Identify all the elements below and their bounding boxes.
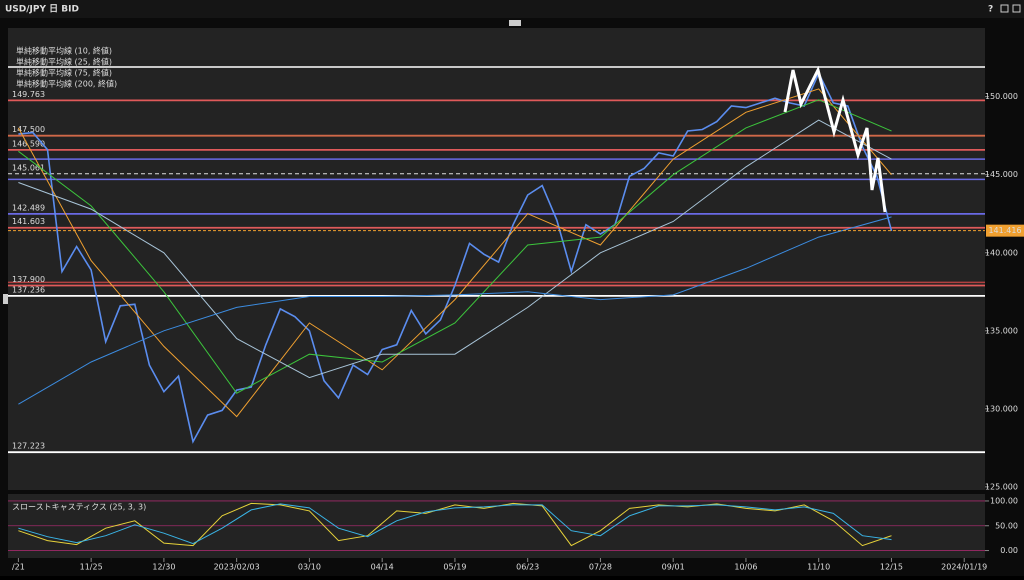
- x-tick-label: 11/10: [807, 563, 830, 572]
- series-line: [17, 88, 892, 418]
- x-tick-label: 04/14: [371, 563, 394, 572]
- series-line: [18, 99, 892, 394]
- panel-title: スローストキャスティクス (25, 3, 3): [12, 503, 146, 512]
- y-tick-label: 100.00: [990, 496, 1018, 505]
- price-panel: [8, 28, 985, 490]
- level-label: 141.603: [12, 217, 45, 226]
- series-line: [18, 119, 892, 379]
- y-tick-label: 140.000: [985, 248, 1018, 257]
- y-tick-label: 0.00: [1000, 546, 1018, 555]
- last-price-label: 141.416: [988, 226, 1021, 235]
- help-icon[interactable]: ?: [988, 5, 993, 15]
- x-tick-label: 10/06: [734, 563, 757, 572]
- drawn-zigzag: [783, 65, 887, 213]
- maximize-button[interactable]: [1000, 4, 1009, 13]
- x-tick-label: 06/23: [516, 563, 539, 572]
- x-tick-label: 11/25: [80, 563, 103, 572]
- last-price-box: [986, 224, 1024, 237]
- level-label: 146.590: [12, 139, 45, 148]
- level-label: 137.900: [12, 275, 45, 284]
- x-tick-label: /21: [12, 563, 25, 572]
- y-tick-label: 125.000: [985, 482, 1018, 491]
- y-tick-label: 130.000: [985, 404, 1018, 413]
- title-bar: [0, 0, 1024, 18]
- level-label: 137.236: [12, 285, 45, 294]
- legend-entry: 単純移動平均線 (25, 終値): [16, 57, 112, 67]
- x-tick-label: 07/28: [589, 563, 612, 572]
- x-tick-label: 12/15: [880, 563, 903, 572]
- level-label: 147.500: [12, 125, 45, 134]
- y-tick-label: 135.000: [985, 326, 1018, 335]
- x-tick-label: 12/30: [152, 563, 175, 572]
- y-tick-label: 150.000: [985, 92, 1018, 101]
- y-tick-label: 50.00: [995, 521, 1018, 530]
- x-tick-label: 09/01: [662, 563, 685, 572]
- y-tick-label: 145.000: [985, 170, 1018, 179]
- series-line: [18, 502, 892, 547]
- series-line: [18, 503, 892, 545]
- legend-entry: 単純移動平均線 (10, 終値): [16, 46, 112, 56]
- x-tick-label: 2024/01/19: [941, 563, 987, 572]
- series-line: [18, 216, 892, 405]
- window-title: USD/JPY 日 BID: [5, 4, 79, 15]
- plot-layers: 125.000 130.000 135.000 140.000 145.000 150.0…: [8, 46, 1024, 572]
- level-label: 142.489: [12, 203, 45, 212]
- side-handle[interactable]: [3, 294, 8, 304]
- collapse-button[interactable]: [509, 20, 521, 26]
- legend-entry: 単純移動平均線 (75, 終値): [16, 68, 112, 78]
- x-tick-label: 2023/02/03: [214, 563, 260, 572]
- level-label: 127.223: [12, 442, 45, 451]
- legend-entry: 単純移動平均線 (200, 終値): [16, 79, 117, 89]
- level-label: 149.763: [12, 90, 45, 99]
- series-line: [18, 71, 893, 444]
- level-label: 145.061: [12, 163, 45, 172]
- x-tick-label: 05/19: [443, 563, 466, 572]
- x-tick-label: 03/10: [298, 563, 321, 572]
- close-button[interactable]: [1012, 4, 1021, 13]
